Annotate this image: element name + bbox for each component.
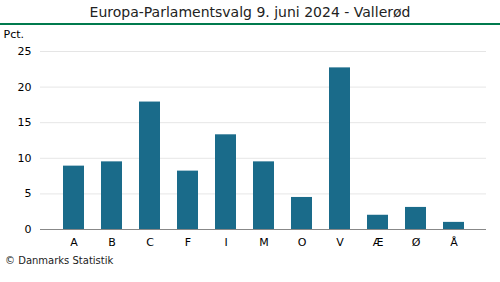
svg-text:10: 10 (18, 152, 32, 165)
svg-text:A: A (70, 236, 78, 249)
svg-text:20: 20 (18, 81, 32, 94)
svg-text:F: F (185, 236, 191, 249)
svg-text:I: I (224, 236, 227, 249)
svg-text:0: 0 (25, 223, 32, 236)
svg-text:Æ: Æ (373, 236, 384, 249)
svg-text:O: O (298, 236, 307, 249)
svg-text:Pct.: Pct. (4, 28, 25, 41)
svg-text:15: 15 (18, 116, 32, 129)
html-text:© Danmarks Statistik: © Danmarks Statistik (5, 255, 114, 266)
svg-text:V: V (336, 236, 344, 249)
svg-text:C: C (146, 236, 154, 249)
svg-text:M: M (259, 236, 269, 249)
svg-text:25: 25 (18, 45, 32, 58)
svg-text:Ø: Ø (412, 236, 421, 249)
html-text:Europa-Parlamentsvalg 9. juni: Europa-Parlamentsvalg 9. juni 2024 - Val… (89, 4, 411, 20)
svg-text:5: 5 (25, 187, 32, 200)
svg-text:Å: Å (450, 236, 458, 249)
svg-text:B: B (108, 236, 116, 249)
